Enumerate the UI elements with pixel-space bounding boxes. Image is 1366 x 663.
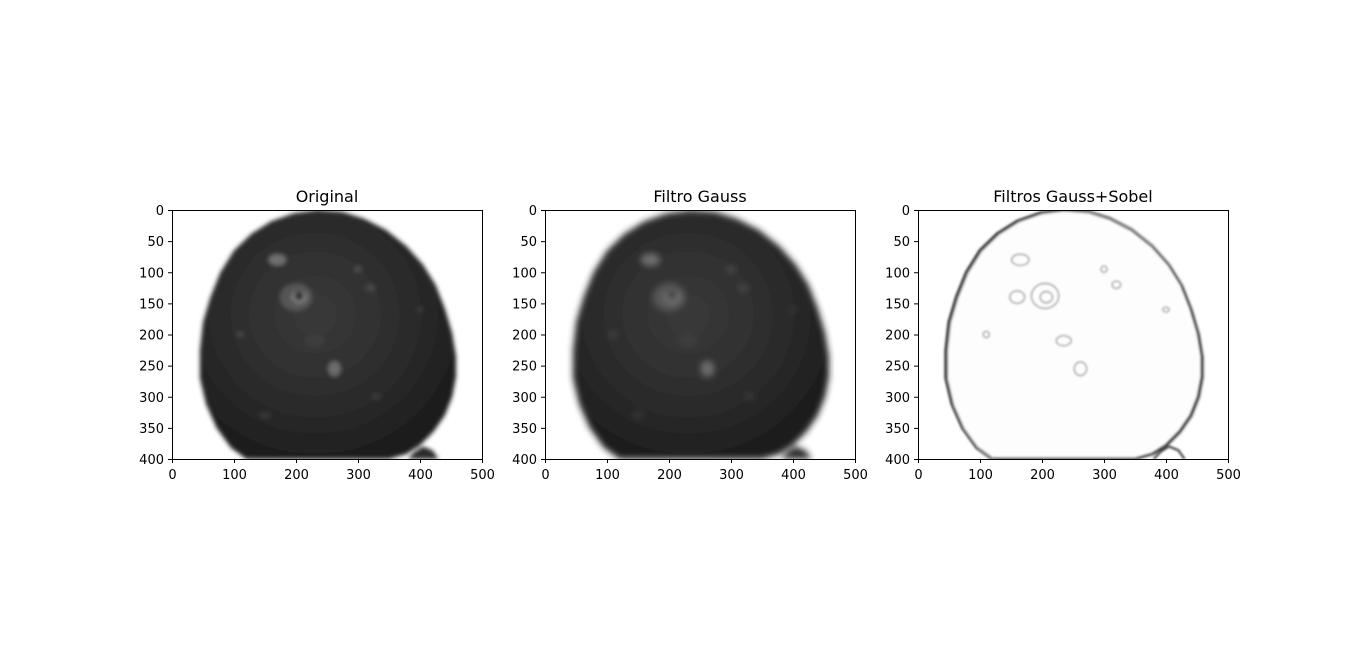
axes-frame [172, 210, 483, 460]
x-tick-label: 200 [657, 468, 682, 483]
subplot-3: Filtros Gauss+Sobel 0 100 200 300 400 500 0 50 10… [885, 187, 1241, 483]
y-tick-label: 350 [512, 422, 537, 437]
y-tick-label: 400 [512, 453, 537, 468]
y-tick-label: 0 [529, 204, 537, 219]
blob-image [199, 210, 456, 459]
subplot-1: Original 0 100 200 300 400 500 0 50 100 150 200 250 3… [139, 187, 495, 483]
y-tick-label: 150 [885, 297, 910, 312]
image-plot [918, 210, 1228, 459]
y-tick-label: 400 [139, 453, 164, 468]
subplot-title: Original [296, 187, 359, 206]
y-tick-label: 400 [885, 453, 910, 468]
x-tick-label: 300 [719, 468, 744, 483]
y-tick-label: 150 [139, 297, 164, 312]
y-tick-label: 250 [139, 360, 164, 375]
x-tick-label: 300 [346, 468, 371, 483]
x-tick-label: 100 [968, 468, 993, 483]
x-tick-label: 0 [541, 468, 549, 483]
x-tick-label: 0 [914, 468, 922, 483]
x-tick-label: 200 [284, 468, 309, 483]
x-tick-label: 400 [781, 468, 806, 483]
x-tick-label: 200 [1030, 468, 1055, 483]
axes-frame [918, 210, 1229, 460]
axes-frame [545, 210, 856, 460]
y-tick-label: 100 [139, 266, 164, 281]
edge-image [944, 210, 1205, 459]
y-tick-label: 250 [885, 360, 910, 375]
y-tick-label: 100 [885, 266, 910, 281]
x-tick-label: 0 [168, 468, 176, 483]
y-tick-label: 350 [885, 422, 910, 437]
y-tick-label: 250 [512, 360, 537, 375]
y-tick-label: 0 [156, 204, 164, 219]
x-tick-label: 500 [843, 468, 868, 483]
y-tick-label: 0 [902, 204, 910, 219]
y-tick-label: 300 [139, 391, 164, 406]
y-tick-label: 50 [147, 235, 164, 250]
x-tick-label: 300 [1092, 468, 1117, 483]
subplot-title: Filtros Gauss+Sobel [993, 187, 1152, 206]
blob-image [572, 210, 829, 459]
x-tick-label: 400 [1154, 468, 1179, 483]
y-tick-label: 200 [139, 329, 164, 344]
subplot-title: Filtro Gauss [653, 187, 746, 206]
y-tick-label: 50 [893, 235, 910, 250]
y-tick-label: 200 [885, 329, 910, 344]
x-tick-label: 500 [470, 468, 495, 483]
x-tick-label: 400 [408, 468, 433, 483]
y-tick-label: 300 [885, 391, 910, 406]
x-tick-label: 500 [1216, 468, 1241, 483]
image-plot [172, 210, 482, 459]
y-tick-label: 300 [512, 391, 537, 406]
x-tick-label: 100 [222, 468, 247, 483]
x-tick-label: 100 [595, 468, 620, 483]
y-tick-label: 50 [520, 235, 537, 250]
y-tick-label: 200 [512, 329, 537, 344]
image-plot [545, 210, 855, 459]
y-tick-label: 150 [512, 297, 537, 312]
y-tick-label: 350 [139, 422, 164, 437]
subplot-2: Filtro Gauss 0 100 200 300 400 500 0 50 100 150 200… [512, 187, 868, 483]
y-tick-label: 100 [512, 266, 537, 281]
